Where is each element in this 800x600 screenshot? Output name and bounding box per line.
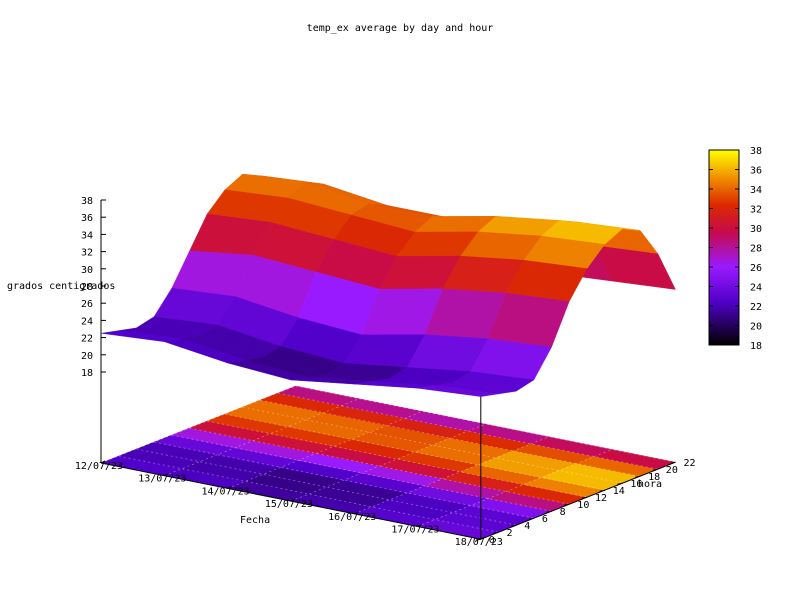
y-tick-label: 14 bbox=[613, 486, 625, 497]
chart-title: temp_ex average by day and hour bbox=[307, 23, 494, 34]
y-tick bbox=[511, 524, 517, 527]
surface-cell bbox=[594, 244, 676, 290]
surface-cell bbox=[417, 385, 499, 397]
x-tick-label: 16/07/23 bbox=[328, 512, 376, 523]
surface bbox=[100, 173, 676, 397]
colorbox-tick-label: 26 bbox=[750, 263, 762, 274]
x-tick bbox=[417, 524, 422, 527]
x-tick bbox=[290, 498, 296, 502]
y-tick-label: 8 bbox=[560, 507, 566, 518]
z-tick-label: 24 bbox=[81, 316, 93, 327]
y-tick bbox=[475, 538, 481, 541]
colorbox-tick-label: 24 bbox=[750, 283, 762, 294]
y-tick-label: 18 bbox=[648, 472, 660, 483]
colorbox-tick-label: 18 bbox=[750, 341, 762, 352]
colorbox-ticks: 18 20 22 24 26 28 30 32 34 36 38 bbox=[709, 146, 762, 352]
y-tick bbox=[528, 517, 534, 520]
y-tick bbox=[493, 531, 499, 534]
y-tick-label: 16 bbox=[630, 479, 642, 490]
y-tick bbox=[635, 475, 641, 478]
z-tick-label: 32 bbox=[81, 248, 93, 259]
z-tick-label: 34 bbox=[81, 230, 93, 241]
y-tick bbox=[564, 503, 570, 506]
y-tick bbox=[599, 489, 605, 492]
colorbox-tick-label: 30 bbox=[750, 224, 762, 235]
y-tick-label: 10 bbox=[577, 500, 589, 511]
colorbox-tick-label: 36 bbox=[750, 166, 762, 177]
colorbox-tick-label: 20 bbox=[750, 322, 762, 333]
z-tick-label: 38 bbox=[81, 196, 93, 207]
y-axis-label: hora bbox=[638, 479, 662, 490]
x-tick bbox=[227, 485, 232, 489]
y-tick bbox=[617, 482, 623, 485]
x-tick bbox=[480, 536, 486, 540]
y-tick-label: 4 bbox=[524, 521, 530, 532]
y-tick-label: 12 bbox=[595, 493, 607, 504]
z-tick-label: 22 bbox=[81, 334, 93, 345]
y-tick-label: 2 bbox=[507, 528, 513, 539]
x-tick-label: 14/07/23 bbox=[202, 486, 250, 497]
x-tick-label: 15/07/23 bbox=[265, 499, 313, 510]
y-tick bbox=[670, 461, 676, 464]
y-tick-label: 6 bbox=[542, 514, 548, 525]
x-tick bbox=[164, 473, 169, 477]
y-tick-label: 0 bbox=[489, 535, 495, 546]
x-axis-label: Fecha bbox=[240, 515, 270, 526]
x-tick-label: 12/07/23 bbox=[75, 461, 123, 472]
y-tick-label: 20 bbox=[666, 465, 678, 476]
x-tick-label: 18/07/23 bbox=[455, 537, 503, 548]
y-axis-line bbox=[480, 461, 676, 540]
y-tick-label: 22 bbox=[684, 458, 696, 469]
colorbox bbox=[708, 149, 740, 346]
y-tick bbox=[652, 468, 658, 471]
x-tick-label: 17/07/23 bbox=[391, 525, 439, 536]
z-tick-label: 18 bbox=[81, 368, 93, 379]
z-tick-label: 36 bbox=[81, 213, 93, 224]
colorbox-tick-label: 32 bbox=[750, 205, 762, 216]
z-axis-label: grados centigrados bbox=[7, 281, 115, 292]
x-tick bbox=[353, 511, 359, 515]
colorbox-tick-label: 28 bbox=[750, 244, 762, 255]
colorbox-tick-label: 34 bbox=[750, 185, 762, 196]
colorbox-tick-label: 38 bbox=[750, 146, 762, 157]
z-tick-label: 28 bbox=[81, 282, 93, 293]
colorbox-tick-label: 22 bbox=[750, 302, 762, 313]
z-tick-label: 20 bbox=[81, 351, 93, 362]
y-tick bbox=[581, 496, 588, 499]
x-tick bbox=[100, 460, 106, 464]
y-tick bbox=[546, 510, 552, 513]
z-tick-label: 30 bbox=[81, 265, 93, 276]
base-color-map bbox=[100, 385, 677, 540]
tick-labels: 12/07/23 13/07/23 14/07/23 15/07/23 16/07/23… bbox=[75, 196, 696, 548]
x-tick-label: 13/07/23 bbox=[138, 474, 186, 485]
z-tick-label: 26 bbox=[81, 299, 93, 310]
